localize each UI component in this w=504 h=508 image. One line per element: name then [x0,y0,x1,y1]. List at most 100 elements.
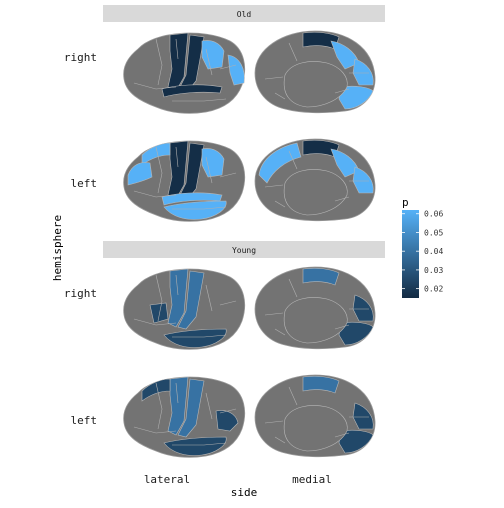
legend-colorbar [402,210,419,298]
region-border [264,184,284,188]
region-border [133,82,177,90]
region-border [155,274,163,322]
legend-title: p [402,196,409,209]
facet-strip-old [103,5,385,22]
region-border [288,278,298,298]
legend-tick-label: 0.02 [424,285,443,294]
medial-wall [283,61,348,108]
region-border [219,64,237,70]
legend-tick-label: 0.03 [424,266,443,275]
region-border [264,420,284,424]
region-border [334,196,350,202]
x-label-lateral: lateral [144,473,190,486]
brain-young-left-medial [254,374,376,458]
facet-label-old: Old [237,10,252,19]
region-border [155,382,163,430]
region-precentral [167,376,189,436]
region-border [219,172,237,178]
region-border [175,382,179,404]
region-border [205,284,213,312]
region-border [175,146,179,168]
region-border [219,408,237,414]
region-border [334,324,350,330]
region-border [288,386,298,406]
brain-old-right-lateral [123,32,246,114]
brain-young-left-lateral [123,376,246,458]
region-superiorfrontal [258,142,302,184]
legend-tick-label: 0.06 [424,210,443,219]
region-border [274,328,286,336]
region-superiortemporal [161,84,223,98]
region-border [175,38,179,60]
region-middletemporal [163,328,227,348]
region-border [334,88,350,94]
region-lingual [338,429,374,454]
region-cuneus [352,58,374,86]
medial-wall [283,405,348,452]
brain-panels [123,30,376,458]
brain-young-right-medial [254,266,376,350]
region-border [274,200,286,208]
region-cuneus [352,294,374,322]
region-middletemporal [163,200,227,220]
row-label-young-left: left [71,414,98,427]
region-precuneus [330,40,360,70]
brain-old-right-medial [254,30,376,114]
facet-label-young: Young [232,246,256,255]
region-border [334,432,350,438]
region-lingual [338,85,374,110]
region-border [288,42,298,62]
region-superiorfrontal [141,142,171,166]
region-border [172,334,227,338]
facet-strip-young [103,241,385,258]
region-border [155,146,163,194]
region-paracentral [302,267,340,286]
region-precuneus [330,148,360,178]
region-postcentral [177,270,205,330]
medial-wall [283,297,348,344]
y-axis-title: hemisphere [51,215,64,281]
region-parsopercularis [149,302,169,324]
brain-young-right-lateral [123,268,246,350]
region-cuneus [352,402,374,430]
region-border [288,150,298,170]
region-border [264,76,284,80]
region-border [205,392,213,420]
region-paracentral [302,375,340,394]
x-label-medial: medial [292,473,332,486]
row-label-young-right: right [64,287,97,300]
brain-old-left-medial [254,138,376,222]
region-cuneus [352,166,374,194]
region-border [172,98,227,102]
region-lingual [338,321,374,346]
region-border [155,38,163,86]
region-border [133,426,177,434]
legend-tick-label: 0.05 [424,228,443,237]
region-border [264,312,284,316]
region-border [175,274,179,296]
legend-ticks: 0.06 0.05 0.04 0.03 0.02 [402,210,443,294]
x-axis-title: side [231,486,258,499]
medial-wall [283,169,348,216]
region-border [274,436,286,444]
row-label-old-right: right [64,51,97,64]
region-supramarginal [201,40,225,70]
legend-tick-label: 0.04 [424,247,443,256]
region-superiorfrontal [141,378,171,402]
region-border [219,300,237,306]
row-label-old-left: left [71,177,98,190]
region-middletemporal [163,436,227,456]
brain-old-left-lateral [123,140,246,222]
region-supramarginal [201,148,225,178]
region-rostralmiddlefrontal [127,162,153,186]
region-lateraloccipital [227,54,245,86]
region-inferiorparietal [215,410,239,432]
region-precentral [167,268,189,328]
region-border [172,206,227,210]
region-postcentral [177,378,205,438]
region-border [274,92,286,100]
region-border [133,190,177,198]
region-border [205,48,213,76]
